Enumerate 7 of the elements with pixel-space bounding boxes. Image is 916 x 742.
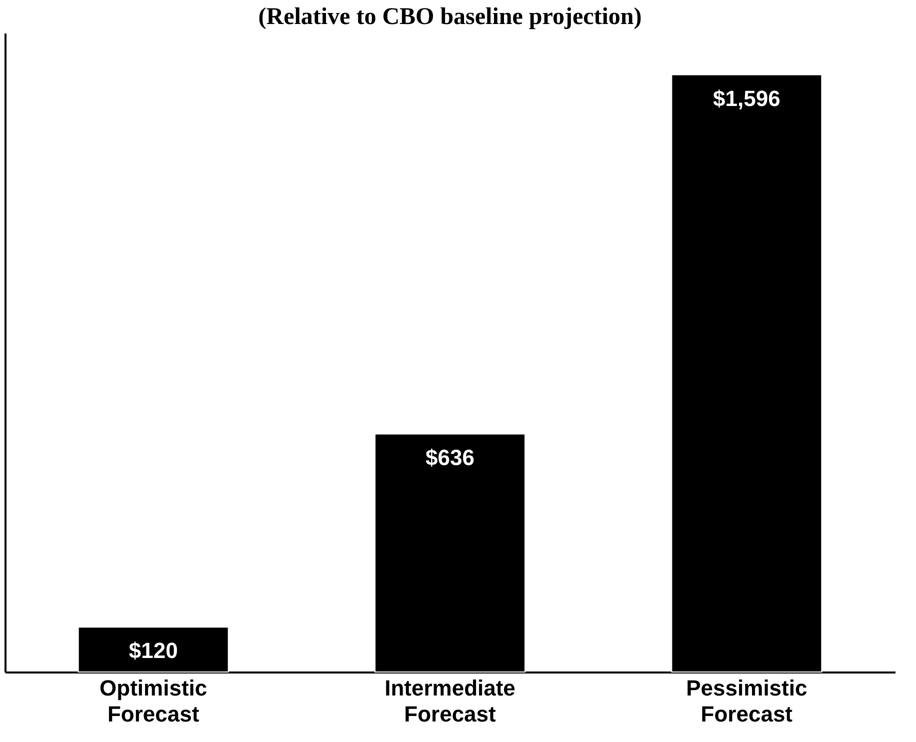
x-tick-label: Intermediate Forecast [384, 676, 516, 726]
x-tick-label: Pessimistic Forecast [686, 676, 808, 726]
data-label: $636 [426, 445, 474, 470]
x-tick-label: Optimistic Forecast [100, 676, 208, 726]
data-label: $120 [128, 638, 178, 664]
chart-title: (Relative to CBO baseline projection) [258, 4, 642, 30]
data-label: $1,596 [713, 86, 780, 111]
